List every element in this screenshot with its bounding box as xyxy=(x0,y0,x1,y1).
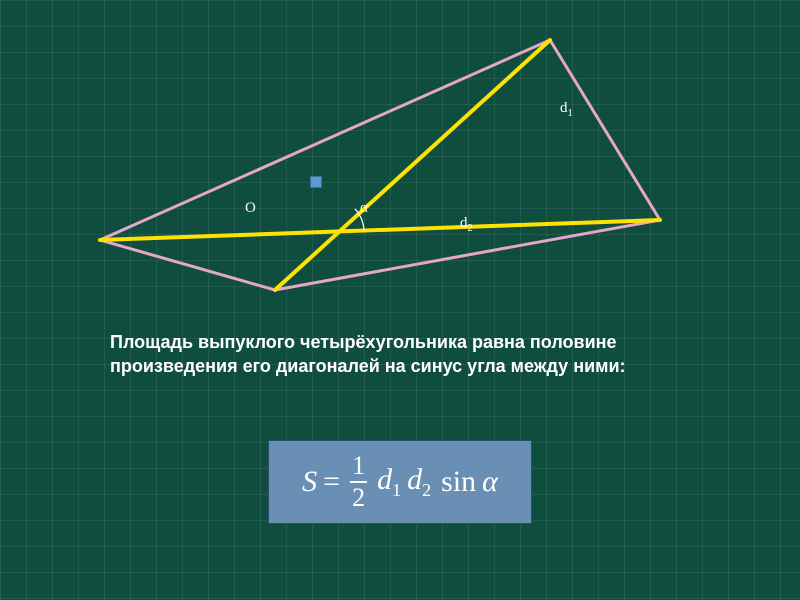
formula-num: 1 xyxy=(350,451,367,481)
formula-d1-d: d xyxy=(377,463,392,496)
formula-fraction: 1 2 xyxy=(350,451,367,513)
formula-sin: sin xyxy=(441,465,476,499)
label-d2: d2 xyxy=(460,215,473,234)
formula-alpha: α xyxy=(482,465,498,499)
formula-eq: = xyxy=(323,465,340,499)
formula-d2: d2 xyxy=(407,463,431,501)
label-d2-text: d xyxy=(460,215,468,231)
label-d1: d1 xyxy=(560,100,573,119)
formula-S: S xyxy=(302,465,317,499)
formula-d2-d: d xyxy=(407,463,422,496)
label-d1-text: d xyxy=(560,100,568,116)
formula-d2-sub: 2 xyxy=(422,480,431,500)
label-alpha-text: α xyxy=(360,200,368,216)
label-d2-sub: 2 xyxy=(468,223,473,234)
theorem-caption: Площадь выпуклого четырёхугольника равна… xyxy=(110,330,690,379)
area-formula: S = 1 2 d1 d2 sin α xyxy=(302,451,498,513)
label-alpha: α xyxy=(360,200,368,217)
formula-d1-sub: 1 xyxy=(392,480,401,500)
label-O: O xyxy=(245,200,256,217)
formula-den: 2 xyxy=(350,483,367,513)
formula-box: S = 1 2 d1 d2 sin α xyxy=(268,440,532,524)
formula-d1: d1 xyxy=(377,463,401,501)
label-O-text: O xyxy=(245,200,256,216)
angle-marker-icon xyxy=(310,176,322,188)
slide-stage: O d1 d2 α Площадь выпуклого четырёхуголь… xyxy=(0,0,800,600)
label-d1-sub: 1 xyxy=(568,108,573,119)
